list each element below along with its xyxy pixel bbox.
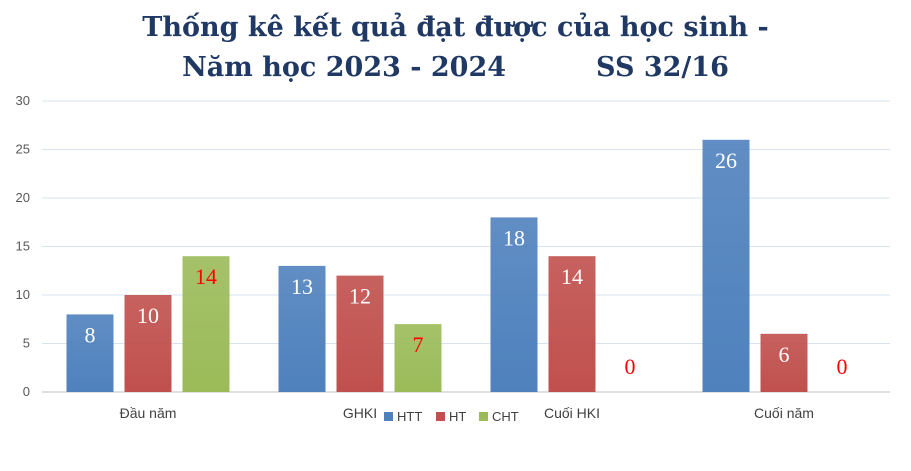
y-tick-label: 10	[16, 287, 30, 302]
legend-swatch-ht	[436, 412, 445, 421]
chart-title-class-size: SS 32/16	[596, 52, 729, 83]
bar-ht	[760, 333, 808, 392]
legend-swatch-htt	[384, 412, 393, 421]
data-label: 0	[625, 354, 636, 379]
legend-label-htt: HTT	[397, 409, 422, 424]
x-tick-label: Đầu năm	[120, 405, 177, 421]
data-label: 18	[503, 225, 525, 250]
y-tick-label: 0	[23, 384, 30, 399]
data-label: 14	[561, 264, 583, 289]
data-label: 0	[837, 354, 848, 379]
bar-htt	[278, 265, 326, 392]
y-tick-label: 15	[16, 239, 30, 254]
x-tick-label: Cuối HKI	[544, 405, 600, 421]
bar-ht	[124, 295, 172, 392]
chart-title-line-2: Năm học 2023 - 2024 SS 32/16	[0, 52, 911, 83]
chart-title-year: Năm học 2023 - 2024	[182, 52, 507, 83]
bar-cht	[182, 256, 230, 392]
data-label: 7	[413, 332, 424, 357]
data-label: 8	[85, 322, 96, 347]
bar-ht	[336, 275, 384, 392]
data-label: 12	[349, 284, 371, 309]
y-tick-label: 5	[23, 336, 30, 351]
bar-htt	[66, 314, 114, 392]
x-tick-label: GHKI	[343, 405, 377, 421]
y-tick-label: 30	[16, 93, 30, 108]
legend-label-cht: CHT	[492, 409, 519, 424]
x-tick-label: Cuối năm	[754, 405, 814, 421]
y-tick-label: 20	[16, 190, 30, 205]
data-label: 10	[137, 303, 159, 328]
data-label: 6	[779, 342, 790, 367]
bar-ht	[548, 256, 596, 392]
data-label: 26	[715, 148, 737, 173]
bar-htt	[490, 217, 538, 392]
bar-htt	[702, 139, 750, 392]
legend-label-ht: HT	[449, 409, 466, 424]
y-tick-label: 25	[16, 142, 30, 157]
chart-title-line-1: Thống kê kết quả đạt được của học sinh -	[142, 12, 769, 43]
legend-swatch-cht	[479, 412, 488, 421]
data-label: 14	[195, 264, 217, 289]
data-label: 13	[291, 274, 313, 299]
bar-cht	[394, 324, 442, 392]
